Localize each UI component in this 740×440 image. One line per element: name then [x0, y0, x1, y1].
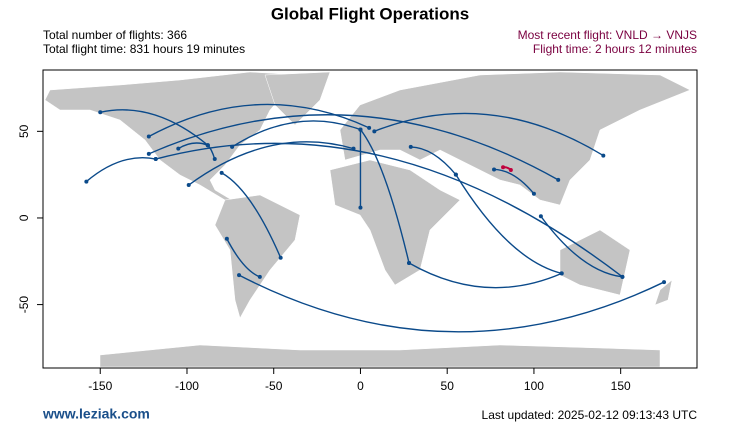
airport [559, 271, 564, 276]
flight-route [540, 215, 623, 278]
y-tick-label: -50 [17, 296, 31, 314]
airport [508, 167, 513, 172]
airport [453, 172, 458, 177]
airport [186, 183, 191, 188]
flight-route [85, 157, 156, 183]
updated-text: Last updated: 2025-02-12 09:13:43 UTC [482, 408, 698, 422]
airport [408, 144, 413, 149]
flight-route [238, 274, 665, 333]
airport [237, 273, 242, 278]
airport [230, 144, 235, 149]
x-tick-label: -150 [88, 379, 112, 393]
airport [407, 261, 412, 266]
flight-route [188, 141, 354, 186]
plot-frame [42, 69, 698, 369]
airport [556, 177, 561, 182]
airport [531, 191, 536, 196]
x-tick-label: 0 [357, 379, 364, 393]
x-tick-label: -50 [265, 379, 283, 393]
airport [538, 214, 543, 219]
airport [146, 134, 151, 139]
flight-route [177, 142, 209, 150]
flight-route [100, 109, 209, 146]
airport [278, 255, 283, 260]
flight-route [226, 238, 261, 278]
flight-route [359, 129, 410, 264]
x-tick-label: 50 [441, 379, 455, 393]
airport [153, 157, 158, 162]
airport [620, 274, 625, 279]
flight-route [494, 168, 535, 195]
airport [176, 146, 181, 151]
stat-text: Total number of flights: 366 [43, 28, 187, 42]
x-tick-label: 150 [611, 379, 631, 393]
flight-route [231, 120, 361, 148]
airport [257, 274, 262, 279]
recent-text: Flight time: 2 hours 12 minutes [533, 42, 697, 56]
airport [224, 236, 229, 241]
airport [358, 205, 363, 210]
y-tick-label: 0 [17, 214, 31, 221]
flight-route [221, 172, 282, 259]
stat-text: Total flight time: 831 hours 19 minutes [43, 42, 245, 56]
airport [98, 110, 103, 115]
airport [358, 127, 363, 132]
airport [146, 151, 151, 156]
x-tick-label: -100 [175, 379, 199, 393]
flight-route [408, 262, 562, 289]
airport [351, 146, 356, 151]
airport [367, 125, 372, 130]
flight-route [374, 112, 604, 157]
x-tick-label: 100 [524, 379, 544, 393]
airport [372, 129, 377, 134]
airport [219, 170, 224, 175]
airport [205, 143, 210, 148]
airport [84, 179, 89, 184]
chart-title: Global Flight Operations [271, 4, 469, 23]
flight-route [148, 114, 559, 181]
y-tick-label: 50 [17, 124, 31, 138]
airport [212, 157, 217, 162]
land [44, 71, 691, 368]
site-link[interactable]: www.leziak.com [42, 406, 150, 422]
flight-route [410, 146, 457, 176]
airport [662, 280, 667, 285]
recent-text: Most recent flight: VNLD → VNJS [518, 28, 697, 42]
airport [501, 165, 506, 170]
flight-route [455, 174, 562, 275]
flight-route [155, 142, 623, 278]
airport [492, 167, 497, 172]
airport [601, 153, 606, 158]
